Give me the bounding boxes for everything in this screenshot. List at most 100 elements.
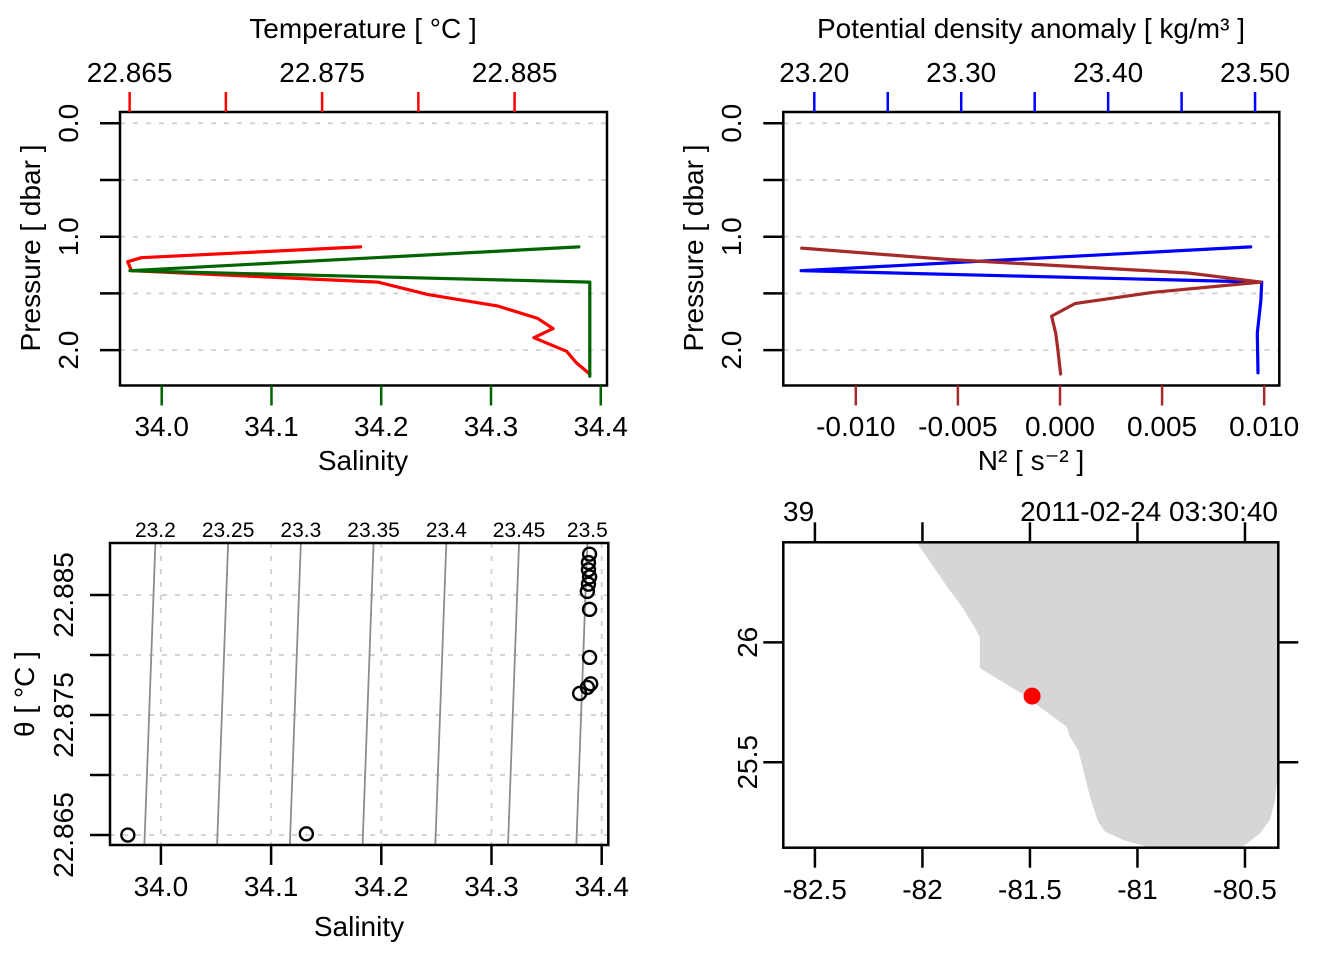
bottom-axis: 34.0 34.1 34.2 34.3 34.4 <box>134 385 628 442</box>
axis-tick-label: 1.0 <box>53 217 84 256</box>
bottom-axis: -82.5 -82 -81.5 -81 -80.5 <box>783 847 1277 905</box>
panels: 22.865 22.875 22.885 34.0 34.1 34.2 34.3 34.4 0.… <box>48 57 1299 905</box>
axis-tick-label: 34.1 <box>244 411 299 442</box>
axis-tick-label: 23.50 <box>1220 57 1290 88</box>
isopycnal-line <box>575 542 589 846</box>
p1-top-axis-title: Temperature [ °C ] <box>249 13 477 44</box>
axis-tick-label: 34.2 <box>354 411 409 442</box>
axis-tick-label: 2.0 <box>716 331 747 370</box>
axis-tick-label: -0.010 <box>816 411 895 442</box>
isopycnal-line <box>288 542 302 846</box>
left-axis: 26 25.5 <box>732 627 784 790</box>
axis-tick-label: -81 <box>1117 874 1157 905</box>
p3-left-axis-title: θ [ °C ] <box>9 651 40 737</box>
axis-tick-label: -80.5 <box>1213 874 1277 905</box>
axis-tick-label: 34.0 <box>134 411 189 442</box>
p2-bottom-axis-title: N² [ s⁻² ] <box>978 445 1085 476</box>
station-marker <box>1023 687 1041 705</box>
gridlines <box>120 122 607 352</box>
axis-tick-label: 34.3 <box>464 411 519 442</box>
isopycnal-line <box>507 542 520 846</box>
axis-tick-label: 23.20 <box>779 57 849 88</box>
axis-tick-label: 25.5 <box>732 735 763 790</box>
isopycnal-line <box>434 542 448 846</box>
axis-titles: Temperature [ °C ] Salinity Pressure [ d… <box>9 13 1278 942</box>
ts-point <box>582 676 599 692</box>
bottom-axis: -0.010 -0.005 0.000 0.005 0.010 <box>816 385 1299 442</box>
ts-point <box>580 554 597 571</box>
p2-top-axis-title: Potential density anomaly [ kg/m³ ] <box>817 13 1245 44</box>
axis-tick-label: 22.885 <box>48 552 79 638</box>
axis-tick-label: 34.2 <box>354 871 409 902</box>
isopycnal-line <box>361 542 375 846</box>
axis-tick-label: 34.4 <box>573 411 628 442</box>
ts-point <box>120 827 136 843</box>
axis-tick-label: 22.885 <box>472 57 558 88</box>
axis-tick-label: 34.3 <box>464 871 519 902</box>
plot-box <box>782 110 1281 387</box>
plot-box <box>118 110 609 387</box>
isopycnal-label: 23.2 <box>135 519 176 542</box>
axis-tick-label: 0.005 <box>1127 411 1197 442</box>
axis-tick-label: 0.010 <box>1229 411 1299 442</box>
ts-point <box>571 685 588 702</box>
map-mirror-ticks <box>813 522 1299 764</box>
ts-point <box>579 583 596 600</box>
axis-tick-label: 0.0 <box>716 104 747 143</box>
isopycnal-label: 23.4 <box>426 519 467 542</box>
axis-tick-label: 22.865 <box>87 57 173 88</box>
map-timestamp: 2011-02-24 03:30:40 <box>1020 496 1278 527</box>
left-axis: 0.0 1.0 2.0 <box>53 104 120 370</box>
ts-point <box>581 601 598 618</box>
isopycnal-label: 23.25 <box>202 519 255 542</box>
p1-bottom-axis-title: Salinity <box>318 445 408 476</box>
isopycnal-line <box>216 542 230 846</box>
axis-tick-label: 34.4 <box>574 871 629 902</box>
ts-point <box>581 546 598 562</box>
bottom-axis: 34.0 34.1 34.2 34.3 34.4 <box>134 845 629 902</box>
map-station-number: 39 <box>783 496 814 527</box>
panel-ts-diagram: 23.2 23.25 23.3 23.35 23.4 23.45 23.534.0 34.1 3… <box>48 519 629 902</box>
axis-tick-label: 22.865 <box>48 792 79 878</box>
plot-box <box>108 541 610 847</box>
axis-tick-label: 22.875 <box>48 672 79 758</box>
p3-bottom-axis-title: Salinity <box>314 911 404 942</box>
isopycnal-label: 23.35 <box>347 519 400 542</box>
panel-profile-density-n2: 23.20 23.30 23.40 23.50 -0.010 -0.005 0.000 0.0… <box>716 57 1299 442</box>
ts-point <box>298 826 315 842</box>
axis-tick-label: 34.0 <box>134 871 189 902</box>
gridlines <box>110 543 609 845</box>
temperature-line <box>126 245 592 376</box>
axis-tick-label: -0.005 <box>918 411 997 442</box>
axis-tick-label: 23.30 <box>926 57 996 88</box>
ts-point <box>580 562 597 578</box>
axis-tick-label: 0.0 <box>53 104 84 143</box>
isopycnal-line <box>143 542 157 846</box>
density-line <box>799 245 1264 375</box>
axis-tick-label: -81.5 <box>998 874 1062 905</box>
map-area <box>916 542 1279 848</box>
coastline-land-polygon <box>916 542 1279 848</box>
ts-point <box>580 576 597 592</box>
top-axis: 23.20 23.30 23.40 23.50 <box>779 57 1290 112</box>
axis-tick-label: -82 <box>902 874 942 905</box>
panel-profile-temp-sal: 22.865 22.875 22.885 34.0 34.1 34.2 34.3 34.4 0.… <box>53 57 628 442</box>
p1-left-axis-title: Pressure [ dbar ] <box>15 145 46 352</box>
axis-tick-label: 0.000 <box>1025 411 1095 442</box>
isopycnal-label: 23.3 <box>280 519 321 542</box>
left-axis: 0.0 1.0 2.0 <box>716 104 784 370</box>
ts-point <box>581 649 598 666</box>
n2-line <box>800 246 1263 376</box>
isopycnal-label: 23.45 <box>493 519 546 542</box>
axis-tick-label: 34.1 <box>244 871 299 902</box>
axis-tick-label: 23.40 <box>1073 57 1143 88</box>
axis-tick-label: 2.0 <box>53 331 84 370</box>
axis-tick-label: -82.5 <box>783 874 847 905</box>
isopycnal-contours: 23.2 23.25 23.3 23.35 23.4 23.45 23.5 <box>135 519 608 846</box>
top-axis: 22.865 22.875 22.885 <box>87 57 558 112</box>
left-axis: 22.865 22.875 22.885 <box>48 552 110 878</box>
panel-map: -82.5 -82 -81.5 -81 -80.5 26 25.5 <box>732 522 1299 905</box>
axis-tick-label: 22.875 <box>279 57 365 88</box>
ts-point <box>581 569 598 585</box>
